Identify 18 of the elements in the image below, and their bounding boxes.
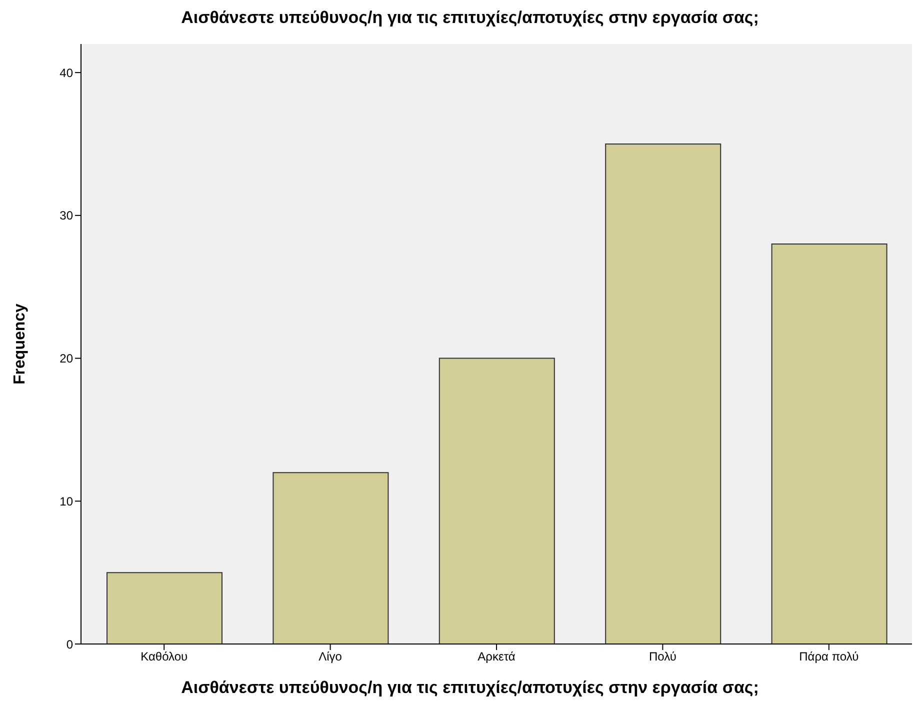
x-tick-label: Πολύ — [649, 650, 676, 664]
y-tick-label: 40 — [60, 66, 74, 80]
x-axis-title: Αισθάνεστε υπεύθυνος/η για τις επιτυχίες/αποτυχίες στην εργασία σας; — [180, 678, 760, 698]
x-tick-label: Πάρα πολύ — [799, 650, 859, 664]
chart-title: Αισθάνεστε υπεύθυνος/η για τις επιτυχίες/αποτυχίες στην εργασία σας; — [180, 8, 760, 29]
bar — [438, 358, 555, 644]
bar — [605, 144, 722, 644]
y-tick-label: 10 — [60, 494, 74, 508]
y-tick-label: 0 — [66, 637, 74, 652]
y-tick-label: 30 — [60, 208, 74, 223]
y-tick-label: 20 — [60, 352, 74, 366]
x-tick-label: Καθόλου — [140, 650, 188, 664]
y-axis-title: Frequency — [11, 304, 29, 384]
bar — [106, 572, 222, 644]
x-tick-label: Λίγο — [318, 650, 342, 664]
bar — [771, 244, 888, 644]
x-tick-label: Αρκετά — [478, 650, 516, 664]
bar — [272, 472, 389, 644]
